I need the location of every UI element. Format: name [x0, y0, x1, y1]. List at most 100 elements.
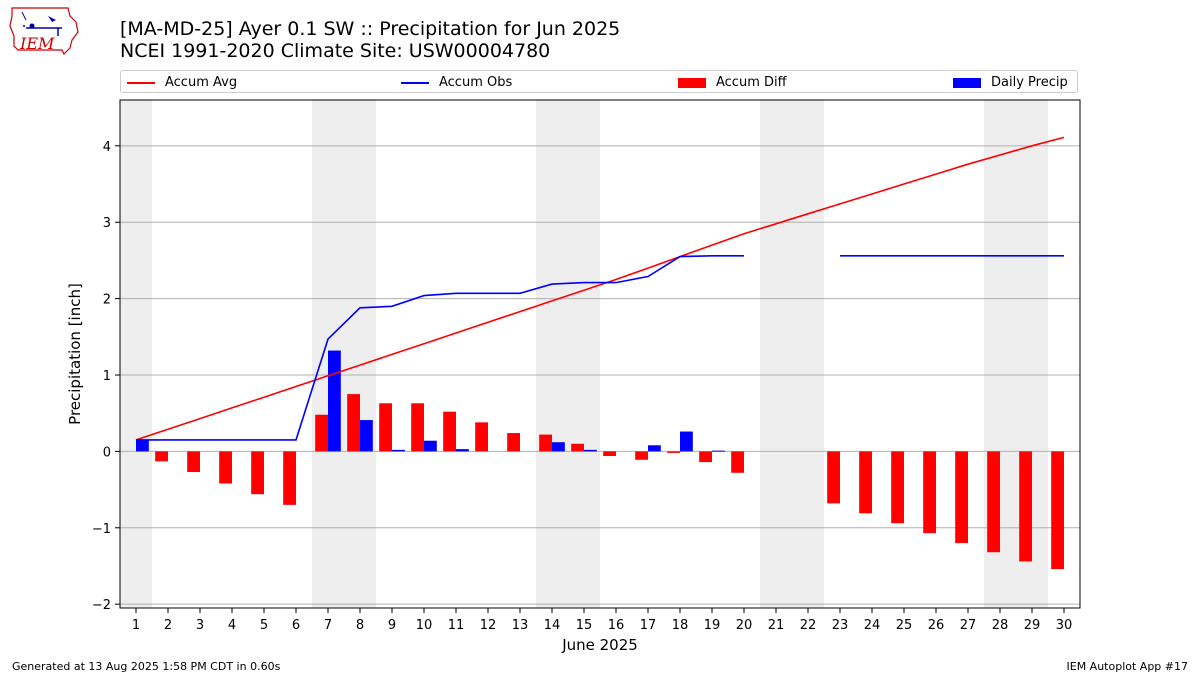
legend-item-accum-obs: Accum Obs [401, 74, 512, 91]
x-tick-label: 29 [1024, 618, 1041, 633]
weekend-shade [120, 100, 152, 608]
iem-logo: IEM [8, 6, 80, 58]
accum-diff-bar [699, 451, 712, 463]
y-tick-label: 4 [103, 140, 111, 155]
y-tick-label: −2 [92, 598, 111, 613]
accum-diff-bar [379, 403, 392, 452]
accum-diff-bar [955, 451, 968, 544]
x-tick-label: 14 [544, 618, 561, 633]
y-tick-label: −1 [92, 522, 111, 537]
daily-precip-bar [648, 445, 661, 452]
x-tick-label: 28 [992, 618, 1009, 633]
x-tick-label: 23 [832, 618, 849, 633]
accum-diff-bar [859, 451, 872, 514]
accum-diff-bar [315, 414, 328, 452]
accum-diff-bar [891, 451, 904, 524]
accum-diff-bar [603, 451, 616, 456]
legend-label-accum-avg: Accum Avg [165, 75, 238, 90]
x-tick-label: 12 [480, 618, 497, 633]
weekend-shade [760, 100, 792, 608]
app-credit: IEM Autoplot App #17 [1066, 660, 1189, 673]
x-tick-label: 7 [324, 618, 332, 633]
y-axis-label: Precipitation [inch] [66, 283, 84, 425]
x-tick-label: 4 [228, 618, 236, 633]
x-tick-label: 11 [448, 618, 465, 633]
legend-label-accum-diff: Accum Diff [716, 75, 787, 90]
y-tick-label: 0 [103, 445, 111, 460]
accum-diff-bar [155, 451, 168, 462]
x-tick-label: 30 [1056, 618, 1073, 633]
x-tick-label: 10 [416, 618, 433, 633]
daily-precip-bar [360, 420, 373, 452]
accum-diff-bar [411, 403, 424, 452]
accum-diff-bar [187, 451, 200, 473]
accum-obs-line [136, 255, 744, 441]
daily-precip-bar [552, 442, 565, 452]
legend-swatch-daily-precip [953, 77, 981, 88]
x-axis-label: June 2025 [561, 636, 638, 654]
logo-text: IEM [19, 34, 55, 53]
accum-diff-bar [827, 451, 840, 504]
accum-diff-bar [283, 451, 296, 505]
weekend-shade [568, 100, 600, 608]
x-tick-label: 3 [196, 618, 204, 633]
legend-item-accum-diff: Accum Diff [678, 74, 787, 91]
x-tick-label: 15 [576, 618, 593, 633]
accum-diff-bar [347, 394, 360, 452]
accum-diff-bar [923, 451, 936, 534]
y-tick-label: 1 [103, 369, 111, 384]
accum-diff-bar [1051, 451, 1064, 570]
accum-diff-bar [667, 451, 680, 453]
accum-diff-bar [251, 451, 264, 495]
x-tick-label: 26 [928, 618, 945, 633]
y-tick-label: 2 [103, 293, 111, 308]
daily-precip-bar [424, 440, 437, 452]
daily-precip-bar [392, 449, 405, 452]
weekend-shade [536, 100, 568, 608]
daily-precip-bar [136, 439, 149, 452]
accum-diff-bar [571, 443, 584, 452]
accum-diff-bar [987, 451, 1000, 553]
generated-timestamp: Generated at 13 Aug 2025 1:58 PM CDT in … [12, 660, 281, 673]
daily-precip-bar [328, 350, 341, 452]
chart-subtitle: NCEI 1991-2020 Climate Site: USW00004780 [120, 40, 551, 62]
x-tick-label: 1 [132, 618, 140, 633]
chart-legend: Accum Avg Accum Obs Accum Diff Daily Pre… [120, 70, 1078, 93]
x-tick-label: 16 [608, 618, 625, 633]
chart-title: [MA-MD-25] Ayer 0.1 SW :: Precipitation … [120, 18, 621, 40]
legend-swatch-accum-diff [678, 77, 706, 88]
accum-avg-line [135, 136, 1065, 441]
accum-diff-bar [443, 411, 456, 452]
x-tick-label: 22 [800, 618, 817, 633]
daily-precip-bar [712, 450, 725, 452]
accum-diff-bar [539, 434, 552, 452]
x-tick-label: 6 [292, 618, 300, 633]
x-tick-label: 18 [672, 618, 689, 633]
x-tick-label: 27 [960, 618, 977, 633]
legend-item-daily-precip: Daily Precip [953, 74, 1068, 91]
legend-swatch-accum-avg [127, 81, 155, 84]
legend-label-daily-precip: Daily Precip [991, 75, 1068, 90]
x-tick-label: 5 [260, 618, 268, 633]
accum-diff-bar [635, 451, 648, 460]
y-tick-label: 3 [103, 216, 111, 231]
weekend-shade [344, 100, 376, 608]
x-tick-label: 24 [864, 618, 881, 633]
daily-precip-bar [680, 431, 693, 452]
x-tick-label: 13 [512, 618, 529, 633]
daily-precip-bar [584, 449, 597, 452]
x-tick-label: 19 [704, 618, 721, 633]
legend-item-accum-avg: Accum Avg [127, 74, 237, 91]
x-tick-label: 2 [164, 618, 172, 633]
accum-diff-bar [219, 451, 232, 484]
plot-frame [119, 99, 1081, 609]
x-tick-label: 17 [640, 618, 657, 633]
x-tick-label: 20 [736, 618, 753, 633]
weekend-shade [792, 100, 824, 608]
daily-precip-bar [456, 449, 469, 452]
x-tick-label: 21 [768, 618, 785, 633]
accum-diff-bar [1019, 451, 1032, 562]
accum-diff-bar [731, 451, 744, 473]
accum-diff-bar [507, 433, 520, 452]
